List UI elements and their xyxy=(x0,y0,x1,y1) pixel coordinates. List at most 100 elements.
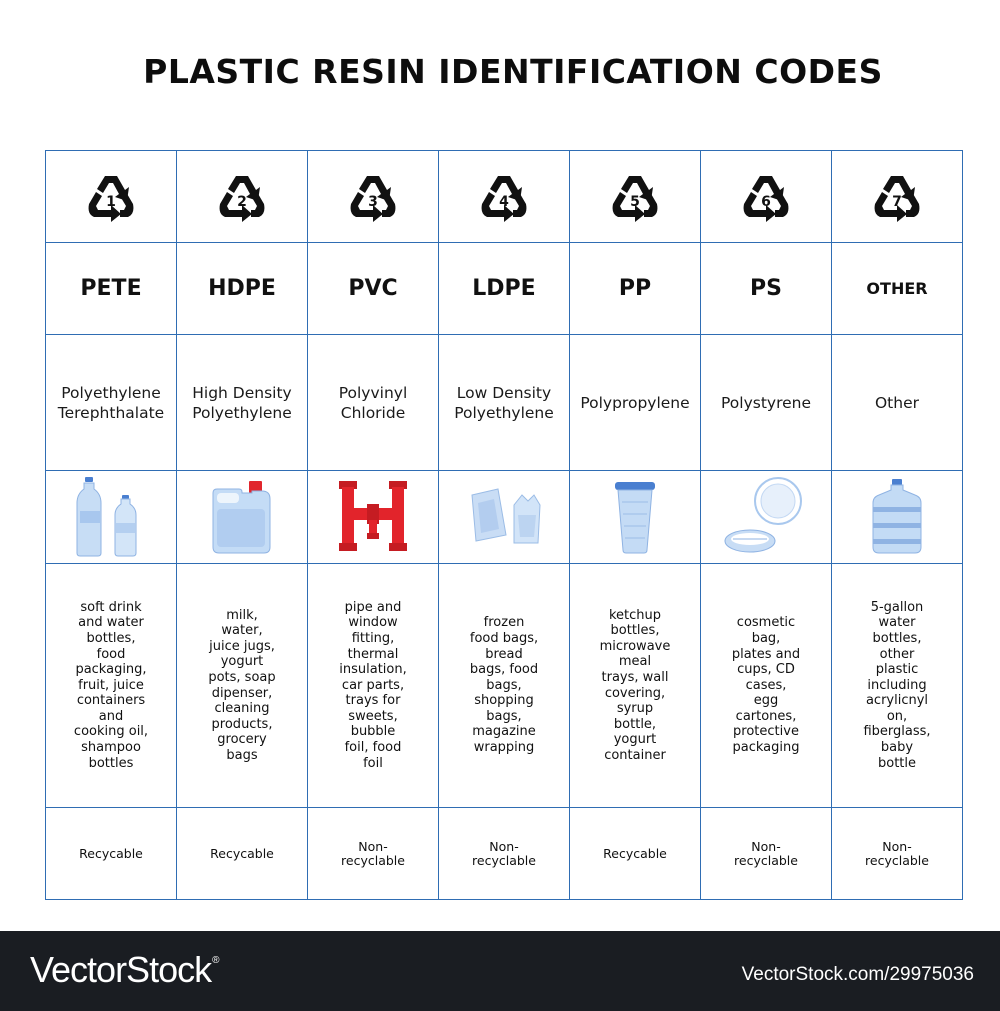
abbr-cell: PP xyxy=(569,242,701,335)
recyclability-status: Recycable xyxy=(79,845,143,861)
resin-uses: frozen food bags, bread bags, food bags,… xyxy=(469,615,539,756)
resin-abbreviation: HDPE xyxy=(208,276,276,301)
recycling-arrow-icon xyxy=(382,191,396,217)
status-cell: Recycable xyxy=(176,807,308,900)
abbr-cell: LDPE xyxy=(438,242,570,335)
recycling-symbol-icon: 2 xyxy=(219,175,265,222)
illustration-cell xyxy=(438,470,570,564)
name-cell: Polyethylene Terephthalate xyxy=(45,334,177,471)
name-cell: Polystyrene xyxy=(700,334,832,471)
resin-full-name: Other xyxy=(874,393,919,412)
pipe-fitting-icon xyxy=(339,481,407,551)
name-cell: Polypropylene xyxy=(569,334,701,471)
symbol-cell-5: 5 xyxy=(569,150,701,243)
illustration-cell xyxy=(831,470,963,564)
resin-abbreviation: OTHER xyxy=(866,279,928,298)
uses-cell: soft drink and water bottles, food packa… xyxy=(45,563,177,808)
resin-abbreviation: PP xyxy=(618,276,652,301)
symbol-cell-2: 2 xyxy=(176,150,308,243)
resin-uses: soft drink and water bottles, food packa… xyxy=(73,599,149,771)
illustration-cell xyxy=(307,470,439,564)
plates-icon xyxy=(724,477,802,553)
uses-cell: milk, water, juice jugs, yogurt pots, so… xyxy=(176,563,308,808)
name-cell: High Density Polyethylene xyxy=(176,334,308,471)
status-cell: Recycable xyxy=(569,807,701,900)
abbr-cell: PVC xyxy=(307,242,439,335)
recycling-arrow-icon xyxy=(97,175,129,201)
recyclability-status: Non- recyclable xyxy=(734,838,798,868)
resin-code-number: 6 xyxy=(761,194,771,210)
illustration-row xyxy=(45,470,963,564)
recycling-arrow-icon xyxy=(481,191,514,222)
recycling-arrow-icon xyxy=(644,191,658,217)
recycling-arrow-icon xyxy=(120,191,134,217)
resin-code-number: 7 xyxy=(892,194,902,210)
abbr-cell: PS xyxy=(700,242,832,335)
name-cell: Low Density Polyethylene xyxy=(438,334,570,471)
resin-code-number: 1 xyxy=(106,194,116,210)
resin-code-table: 1 2 3 4 5 6 7 PETE HDPE PVC LDPE PP PS O… xyxy=(45,150,963,900)
status-cell: Non- recyclable xyxy=(831,807,963,900)
recycling-arrow-icon xyxy=(359,175,391,201)
resin-full-name: High Density Polyethylene xyxy=(192,383,292,422)
illustration-cell xyxy=(700,470,832,564)
illustration-cell xyxy=(569,470,701,564)
recyclability-row: Recycable Recycable Non- recyclable Non-… xyxy=(45,807,963,900)
recyclability-status: Recycable xyxy=(210,845,274,861)
recyclability-status: Non- recyclable xyxy=(341,838,405,868)
recycling-arrow-icon xyxy=(251,191,265,217)
resin-full-name: Polystyrene xyxy=(720,393,811,412)
resin-full-name: Low Density Polyethylene xyxy=(454,383,554,422)
recycling-symbol-icon: 1 xyxy=(88,175,134,222)
uses-row: soft drink and water bottles, food packa… xyxy=(45,563,963,808)
uses-cell: pipe and window fitting, thermal insulat… xyxy=(307,563,439,808)
resin-uses: cosmetic bag, plates and cups, CD cases,… xyxy=(731,615,801,756)
symbol-cell-6: 6 xyxy=(700,150,832,243)
resin-uses: milk, water, juice jugs, yogurt pots, so… xyxy=(208,607,276,763)
status-cell: Non- recyclable xyxy=(438,807,570,900)
abbreviation-row: PETE HDPE PVC LDPE PP PS OTHER xyxy=(45,242,963,335)
uses-cell: cosmetic bag, plates and cups, CD cases,… xyxy=(700,563,832,808)
uses-cell: ketchup bottles, microwave meal trays, w… xyxy=(569,563,701,808)
canister-icon xyxy=(212,481,271,554)
resin-full-name: Polyethylene Terephthalate xyxy=(57,383,165,422)
recycling-arrow-icon xyxy=(228,175,260,201)
recycling-arrow-icon xyxy=(775,191,789,217)
uses-cell: 5-gallon water bottles, other plastic in… xyxy=(831,563,963,808)
uses-cell: frozen food bags, bread bags, food bags,… xyxy=(438,563,570,808)
resin-abbreviation: LDPE xyxy=(472,276,536,301)
vectorstock-logo[interactable]: VectorStock® xyxy=(30,949,220,991)
resin-code-number: 2 xyxy=(237,194,247,210)
abbr-cell: PETE xyxy=(45,242,177,335)
full-name-row: Polyethylene Terephthalate High Density … xyxy=(45,334,963,471)
status-cell: Non- recyclable xyxy=(307,807,439,900)
recycling-symbol-icon: 5 xyxy=(612,175,658,222)
symbol-cell-7: 7 xyxy=(831,150,963,243)
recycling-arrow-icon xyxy=(621,175,653,201)
status-cell: Recycable xyxy=(45,807,177,900)
logo-text: VectorStock xyxy=(30,949,212,990)
resin-uses: 5-gallon water bottles, other plastic in… xyxy=(863,599,931,771)
resin-abbreviation: PS xyxy=(750,276,782,301)
recycling-arrow-icon xyxy=(883,175,915,201)
registered-mark: ® xyxy=(212,955,219,966)
resin-code-number: 4 xyxy=(499,194,509,210)
abbr-cell: OTHER xyxy=(831,242,963,335)
recycling-arrow-icon xyxy=(906,191,920,217)
footer-bar: VectorStock® VectorStock.com/29975036 xyxy=(0,931,1000,1011)
recycling-arrow-icon xyxy=(490,175,522,201)
name-cell: Polyvinyl Chloride xyxy=(307,334,439,471)
resin-abbreviation: PVC xyxy=(348,276,398,301)
illustration-cell xyxy=(176,470,308,564)
water-jug-icon xyxy=(872,479,922,554)
recycling-arrow-icon xyxy=(513,191,527,217)
recycling-arrow-icon xyxy=(612,191,645,222)
recyclability-status: Recycable xyxy=(603,845,667,861)
resin-uses: pipe and window fitting, thermal insulat… xyxy=(339,599,407,771)
abbr-cell: HDPE xyxy=(176,242,308,335)
resin-full-name: Polypropylene xyxy=(580,393,690,412)
symbol-cell-4: 4 xyxy=(438,150,570,243)
illustration-cell xyxy=(45,470,177,564)
image-id-link[interactable]: VectorStock.com/29975036 xyxy=(741,964,974,985)
recycling-arrow-icon xyxy=(350,191,383,222)
